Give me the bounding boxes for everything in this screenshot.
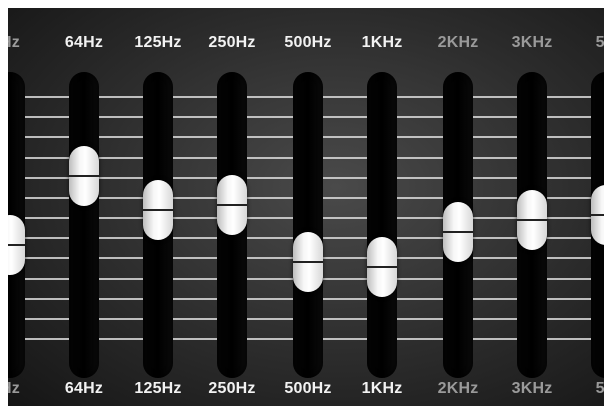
band-label-bottom: 5K (595, 380, 604, 397)
knob-indicator-line (143, 209, 173, 212)
band-label-top: 125Hz (134, 34, 182, 51)
band-label-top: 500Hz (284, 34, 332, 51)
knob-indicator-line (517, 219, 547, 222)
fader-knob[interactable] (143, 180, 173, 241)
knob-indicator-line (8, 243, 25, 246)
band-label-bottom: 3KHz (511, 380, 553, 397)
band-label-bottom: Hz (8, 380, 20, 397)
band-label-top: 3KHz (511, 34, 553, 51)
band-label-top: Hz (8, 34, 20, 51)
fader-knob[interactable] (293, 231, 323, 292)
band-label-bottom: 2KHz (437, 380, 479, 397)
knob-indicator-line (293, 260, 323, 263)
band-label-bottom: 64Hz (64, 380, 104, 397)
knob-indicator-line (69, 174, 99, 177)
knob-indicator-line (367, 265, 397, 268)
fader-track (69, 72, 99, 378)
knob-indicator-line (591, 214, 604, 217)
fader-knob[interactable] (517, 190, 547, 251)
fader-knob[interactable] (8, 214, 25, 275)
band-label-top: 1KHz (361, 34, 403, 51)
fader-knob[interactable] (443, 202, 473, 263)
band-label-bottom: 500Hz (284, 380, 332, 397)
fader-knob[interactable] (367, 236, 397, 297)
band-label-bottom: 250Hz (208, 380, 256, 397)
equalizer-panel: Hz Hz 64Hz 64Hz 125Hz 125Hz 250Hz 250Hz 500Hz 500… (8, 8, 604, 406)
fader-track (367, 72, 397, 378)
band-label-bottom: 1KHz (361, 380, 403, 397)
knob-indicator-line (217, 204, 247, 207)
band-label-bottom: 125Hz (134, 380, 182, 397)
band-label-top: 64Hz (64, 34, 104, 51)
fader-knob[interactable] (69, 145, 99, 206)
knob-indicator-line (443, 231, 473, 234)
band-label-top: 250Hz (208, 34, 256, 51)
fader-track (293, 72, 323, 378)
fader-knob[interactable] (591, 185, 604, 246)
fader-knob[interactable] (217, 175, 247, 236)
band-label-top: 2KHz (437, 34, 479, 51)
band-label-top: 5K (595, 34, 604, 51)
